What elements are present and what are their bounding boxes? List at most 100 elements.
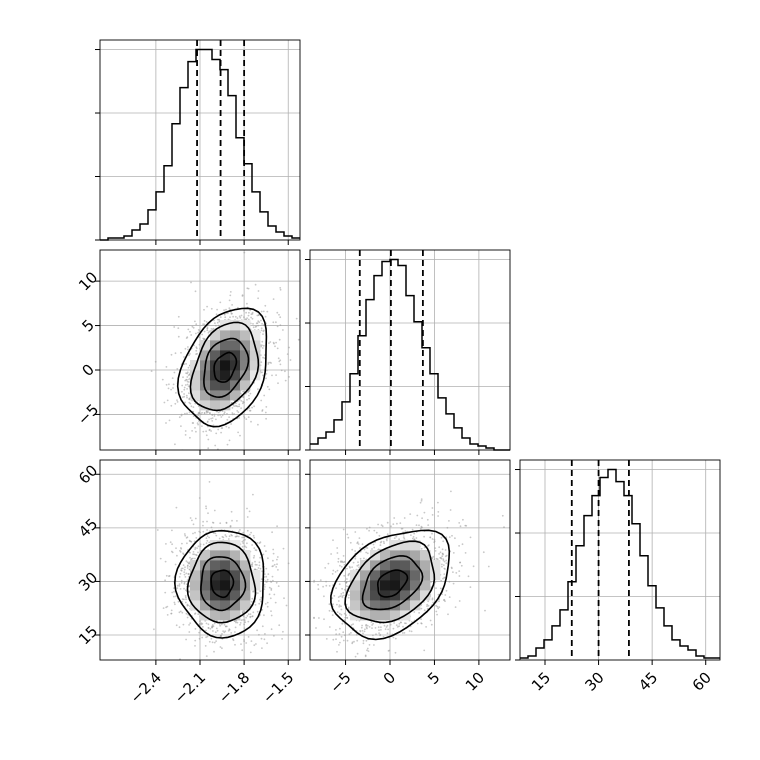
scatter-point xyxy=(250,531,253,534)
scatter-point xyxy=(197,613,200,616)
scatter-point xyxy=(258,633,260,636)
scatter-point xyxy=(359,547,361,549)
scatter-point xyxy=(263,586,266,588)
scatter-point xyxy=(231,412,234,414)
scatter-point xyxy=(214,444,217,447)
scatter-point xyxy=(377,626,380,629)
scatter-point xyxy=(181,384,184,387)
scatter-point xyxy=(194,290,197,293)
scatter-point xyxy=(246,516,249,518)
scatter-point xyxy=(338,604,341,606)
scatter-point xyxy=(233,405,236,407)
scatter-point xyxy=(173,590,175,593)
scatter-point xyxy=(278,624,281,627)
scatter-point xyxy=(205,629,207,632)
scatter-point xyxy=(191,325,194,328)
scatter-point xyxy=(247,390,250,393)
scatter-point xyxy=(198,343,201,346)
scatter-point xyxy=(271,531,273,534)
scatter-point xyxy=(342,631,345,634)
scatter-point xyxy=(264,411,267,414)
scatter-point xyxy=(205,434,208,437)
scatter-point xyxy=(170,353,173,356)
scatter-point xyxy=(210,417,213,420)
scatter-point xyxy=(254,604,257,606)
scatter-point xyxy=(189,436,191,439)
scatter-point xyxy=(198,336,201,339)
density-cell xyxy=(240,380,251,391)
scatter-point xyxy=(184,384,187,386)
scatter-point xyxy=(380,540,383,543)
scatter-point xyxy=(221,633,223,635)
contour-line xyxy=(186,541,257,624)
scatter-point xyxy=(338,644,340,646)
scatter-point xyxy=(256,610,259,613)
scatter-point xyxy=(403,537,406,540)
scatter-point xyxy=(265,550,267,552)
contour-line xyxy=(200,556,247,612)
scatter-point xyxy=(231,534,233,537)
scatter-point xyxy=(263,545,266,547)
scatter-point xyxy=(362,639,365,642)
scatter-point xyxy=(199,543,202,546)
scatter-point xyxy=(203,330,206,333)
scatter-point xyxy=(236,405,239,408)
scatter-point xyxy=(217,428,220,431)
scatter-point xyxy=(415,524,418,526)
scatter-point xyxy=(215,627,218,630)
scatter-point xyxy=(410,534,412,536)
scatter-point xyxy=(431,538,434,540)
scatter-point xyxy=(328,626,331,628)
scatter-point xyxy=(165,543,167,545)
scatter-point xyxy=(192,406,195,408)
scatter-point xyxy=(343,574,346,577)
scatter-point xyxy=(182,553,185,556)
scatter-point xyxy=(209,627,212,630)
scatter-point xyxy=(263,638,266,641)
scatter-point xyxy=(251,311,254,314)
scatter-point xyxy=(187,348,189,351)
scatter-point xyxy=(228,416,231,418)
scatter-point xyxy=(263,329,265,332)
y-tick-label: 10 xyxy=(75,268,101,294)
scatter-point xyxy=(246,529,249,532)
scatter-point xyxy=(240,407,243,410)
scatter-point xyxy=(186,542,188,545)
scatter-point xyxy=(174,443,176,446)
scatter-point xyxy=(201,636,204,639)
scatter-point xyxy=(345,614,347,616)
scatter-point xyxy=(185,537,188,539)
scatter-point xyxy=(182,564,185,567)
scatter-point xyxy=(378,534,381,537)
scatter-point xyxy=(442,577,444,580)
scatter-point xyxy=(172,387,174,389)
contour-line xyxy=(213,351,238,383)
scatter-point xyxy=(184,347,187,350)
histogram-bars xyxy=(520,468,720,659)
scatter-point xyxy=(254,563,257,566)
scatter-point xyxy=(214,532,217,535)
scatter-point xyxy=(230,312,233,315)
scatter-point xyxy=(212,328,214,331)
scatter-point xyxy=(420,607,423,610)
scatter-point xyxy=(263,573,266,575)
scatter-point xyxy=(177,327,180,329)
scatter-point xyxy=(402,625,404,628)
scatter-point xyxy=(352,623,354,625)
density-cell xyxy=(230,390,241,401)
scatter-point xyxy=(260,310,263,313)
scatter-point xyxy=(282,630,284,633)
scatter-point xyxy=(356,564,359,567)
scatter-point xyxy=(358,566,360,569)
density-cell xyxy=(250,370,261,381)
scatter-point xyxy=(223,411,226,414)
scatter-point xyxy=(362,632,364,635)
scatter-point xyxy=(184,596,187,599)
scatter-point xyxy=(181,567,184,570)
scatter-point xyxy=(190,557,193,560)
scatter-point xyxy=(241,536,244,539)
density-cell xyxy=(230,340,241,351)
scatter-point xyxy=(260,637,263,640)
scatter-point xyxy=(173,326,176,328)
scatter-point xyxy=(245,418,248,420)
